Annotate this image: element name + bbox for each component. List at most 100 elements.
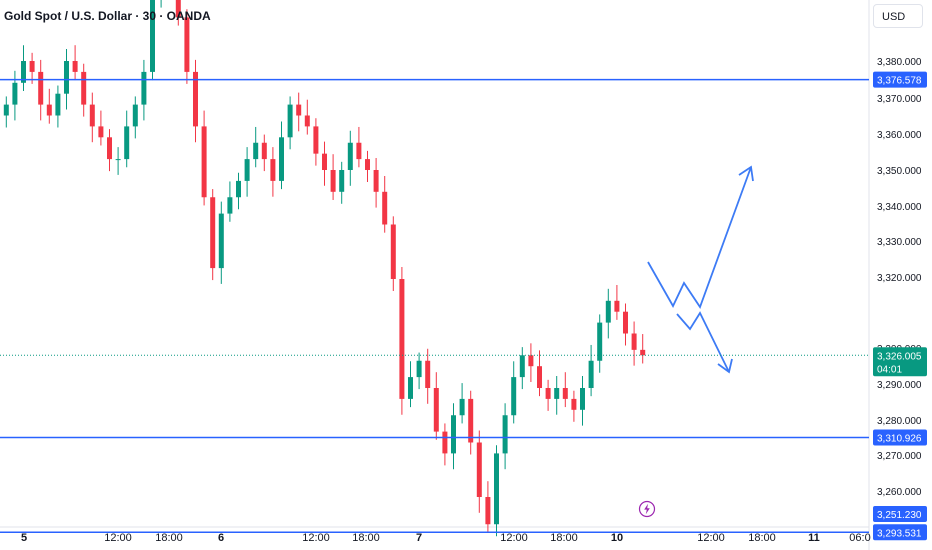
current-price-tag (873, 347, 927, 377)
candle (382, 175, 388, 233)
candle (356, 126, 362, 168)
candle-body (107, 137, 112, 160)
candle-body (38, 71, 44, 105)
candle (365, 150, 370, 182)
currency-button[interactable]: USD (873, 4, 923, 28)
candle-body (562, 388, 568, 399)
candle (175, 0, 181, 26)
candle (72, 45, 78, 81)
candle-body (519, 355, 525, 378)
candle-body (132, 104, 138, 127)
candle (545, 379, 551, 411)
price-tick-label: 3,290.000 (877, 380, 922, 391)
time-axis[interactable]: 5 12:00 18:00 6 12:00 18:00 7 12:00 18:00 10 12:00… (21, 532, 871, 544)
bullish-projection-line (647, 166, 752, 309)
candle-body (382, 191, 388, 225)
time-tick-label: 12:00 (697, 532, 725, 544)
candle (537, 350, 542, 397)
time-tick-label: 7 (416, 532, 422, 544)
bearish-projection-line (676, 311, 730, 373)
candle-body (442, 431, 448, 454)
level-price-tag: 3,293.531 (873, 524, 927, 541)
candle-body (399, 279, 405, 399)
candle (399, 267, 405, 415)
candle (29, 52, 35, 84)
candle-body (3, 104, 9, 116)
projection-path[interactable] (647, 165, 754, 374)
price-tick-label: 3,360.000 (877, 130, 922, 141)
candle-body (227, 197, 233, 214)
level-price-tag: 3,376.578 (873, 71, 927, 88)
candle-body (459, 398, 465, 416)
candle-body (545, 388, 551, 399)
low-price-tag (873, 506, 927, 522)
candle-body (201, 126, 207, 198)
candle-body (21, 61, 26, 83)
candle-body (184, 17, 190, 72)
candle-body (175, 0, 181, 18)
candle (580, 376, 585, 426)
candle (485, 481, 491, 533)
time-tick-label: 12:00 (104, 532, 132, 544)
candle (614, 284, 620, 320)
candle (502, 403, 508, 470)
horizontal-levels[interactable]: 3,376.578 3,310.926 3,293.531 (0, 71, 927, 541)
candle (442, 423, 448, 466)
candle (519, 347, 525, 390)
candle (296, 92, 302, 132)
candle-body (476, 442, 482, 497)
candle (3, 96, 9, 128)
candle (330, 154, 336, 200)
candle (459, 383, 465, 424)
level-tag-label: 3,310.926 (877, 433, 922, 444)
level-tag-box (873, 71, 927, 88)
candle-body (347, 142, 353, 170)
candle-body (64, 61, 69, 94)
candle (339, 161, 345, 204)
candle-body (390, 224, 396, 279)
candle-body (261, 142, 267, 160)
bullish-arrowhead (738, 165, 754, 182)
candle (253, 126, 259, 168)
time-tick-label: 18:00 (550, 532, 578, 544)
candle (313, 118, 319, 166)
candle-body (580, 388, 585, 410)
level-price-tag: 3,310.926 (873, 429, 927, 446)
candle (571, 390, 577, 422)
candle (141, 59, 147, 121)
candle-body (537, 366, 542, 388)
candle (132, 96, 138, 139)
candle (390, 216, 396, 291)
lightning-alert-icon[interactable] (638, 500, 656, 518)
time-tick-label: 10 (611, 532, 623, 544)
candle-body (623, 311, 628, 334)
price-tick-label: 3,370.000 (877, 94, 922, 105)
candle-body (640, 349, 646, 356)
candle-body (631, 333, 637, 350)
candle-body (193, 71, 198, 127)
candle (623, 303, 628, 346)
candle (201, 110, 207, 206)
price-tick-label: 3,340.000 (877, 202, 922, 213)
candle-body (296, 104, 302, 116)
candle (373, 158, 379, 208)
candle-body (416, 360, 422, 378)
candle (21, 45, 26, 91)
candle-body (98, 126, 104, 138)
candle-body (571, 398, 577, 410)
candle (408, 361, 413, 408)
candle (494, 445, 499, 537)
candle-body (279, 137, 284, 181)
candle-body (150, 0, 155, 72)
candle-body (614, 300, 620, 312)
candle-body (29, 61, 35, 72)
candle (89, 92, 95, 143)
candle (554, 376, 560, 415)
price-tick-label: 3,380.000 (877, 57, 922, 68)
candle (631, 321, 637, 366)
candle-body (605, 300, 611, 323)
price-tick-label: 3,330.000 (877, 237, 922, 248)
candle (98, 110, 104, 146)
level-tag-box (873, 524, 927, 541)
